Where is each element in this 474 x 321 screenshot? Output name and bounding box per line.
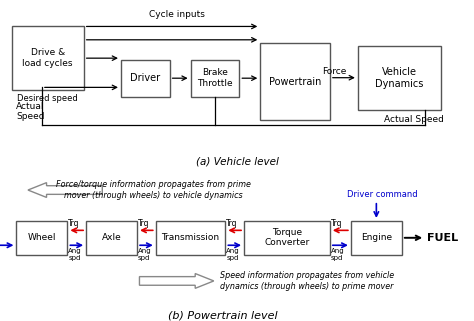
Bar xyxy=(121,60,170,97)
Bar xyxy=(244,221,330,255)
Text: Trq: Trq xyxy=(68,219,80,228)
Text: Ang
spd: Ang spd xyxy=(226,248,240,261)
Text: (a) Vehicle level: (a) Vehicle level xyxy=(196,157,278,167)
Text: Powertrain: Powertrain xyxy=(269,76,321,87)
Text: Engine: Engine xyxy=(361,233,392,242)
Text: Trq: Trq xyxy=(138,219,150,228)
Text: Force: Force xyxy=(322,67,347,76)
Text: Speed information propagates from vehicle
dynamics (through wheels) to prime mov: Speed information propagates from vehicl… xyxy=(219,271,394,291)
Text: Driver: Driver xyxy=(130,73,160,83)
Text: Cycle inputs: Cycle inputs xyxy=(149,10,205,19)
Text: Axle: Axle xyxy=(102,233,121,242)
Text: Torque
Converter: Torque Converter xyxy=(264,228,310,247)
Text: Ang
spd: Ang spd xyxy=(138,248,152,261)
Text: Wheel: Wheel xyxy=(27,233,56,242)
Text: Driver command: Driver command xyxy=(346,190,417,199)
Bar xyxy=(260,43,330,120)
Bar xyxy=(86,221,137,255)
Text: Brake
Throttle: Brake Throttle xyxy=(197,68,233,88)
Text: Actual Speed: Actual Speed xyxy=(383,116,444,125)
Text: Trq: Trq xyxy=(226,219,238,228)
Text: Transmission: Transmission xyxy=(162,233,219,242)
Bar xyxy=(16,221,67,255)
Text: Desired speed: Desired speed xyxy=(18,94,78,103)
Polygon shape xyxy=(28,183,102,197)
Bar xyxy=(191,60,239,97)
Text: (b) Powertrain level: (b) Powertrain level xyxy=(168,310,278,320)
Text: FUEL: FUEL xyxy=(428,233,458,243)
Text: Trq: Trq xyxy=(331,219,342,228)
Text: Drive &
load cycles: Drive & load cycles xyxy=(22,48,73,68)
Bar xyxy=(12,26,84,90)
Text: Ang
spd: Ang spd xyxy=(68,248,82,261)
Polygon shape xyxy=(139,273,214,288)
Bar xyxy=(358,47,441,110)
Bar xyxy=(351,221,402,255)
Text: Ang
spd: Ang spd xyxy=(331,248,345,261)
Text: Force/torque information propagates from prime
mover (through wheels) to vehicle: Force/torque information propagates from… xyxy=(56,180,251,200)
Bar xyxy=(155,221,226,255)
Text: Vehicle
Dynamics: Vehicle Dynamics xyxy=(375,67,424,89)
Text: Actual
Speed: Actual Speed xyxy=(16,102,45,121)
